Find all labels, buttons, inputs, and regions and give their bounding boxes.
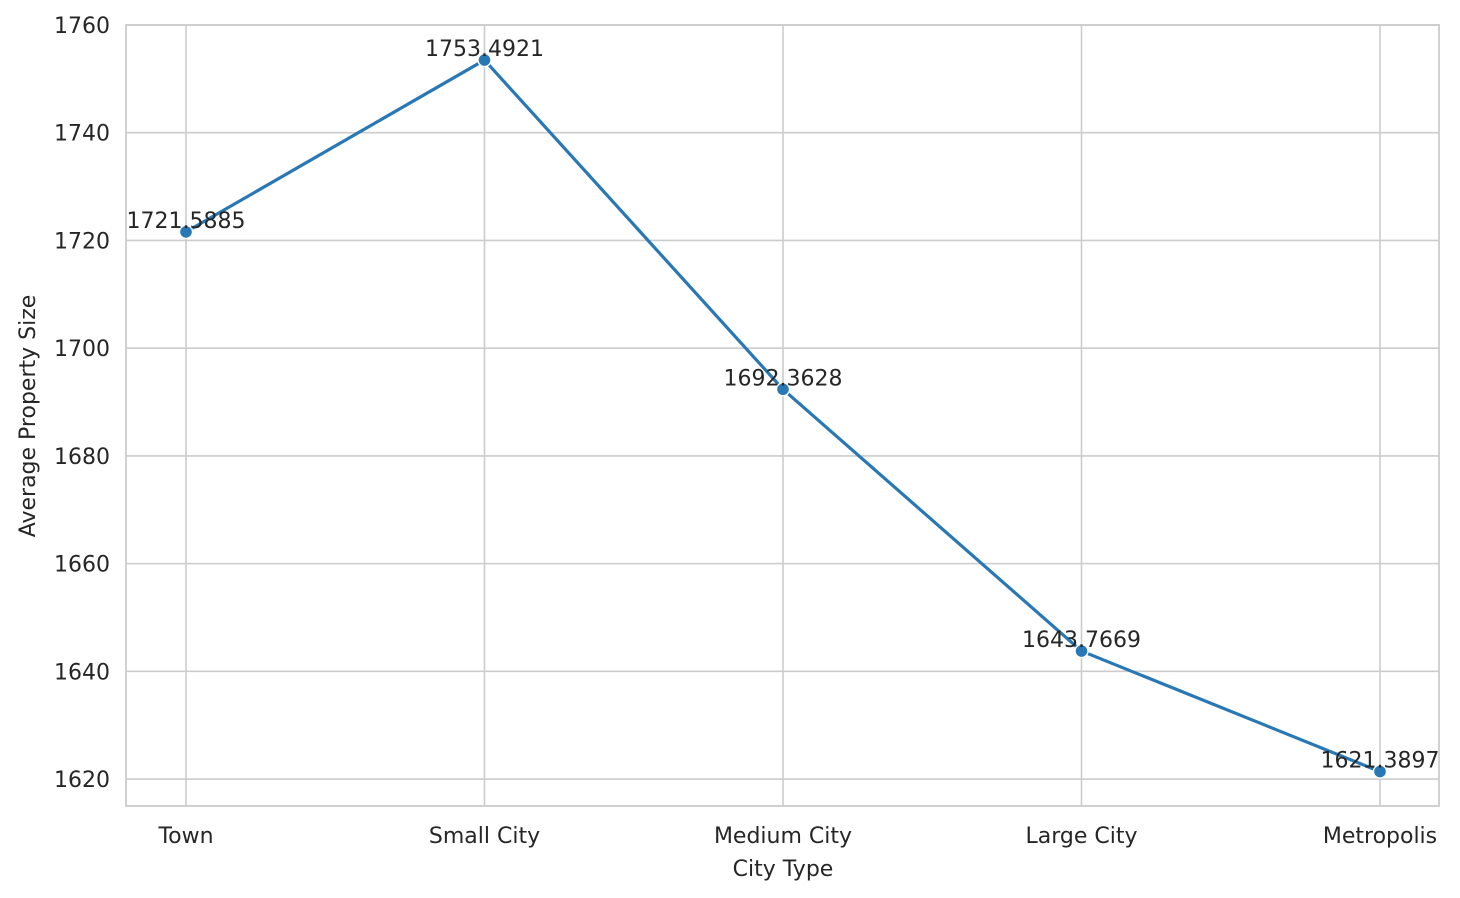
data-label: 1692.3628 xyxy=(724,366,843,391)
grid-layer xyxy=(126,24,1439,806)
y-axis-ticks: 1620 1640 1660 1680 1700 1720 1740 1760 xyxy=(54,14,110,793)
series-layer xyxy=(178,52,1388,779)
x-tick-label: Medium City xyxy=(714,824,852,849)
y-axis-label: Average Property Size xyxy=(16,295,41,538)
data-point xyxy=(775,382,791,397)
x-tick-label: Large City xyxy=(1025,824,1137,849)
data-label: 1721.5885 xyxy=(127,209,246,234)
y-tick-label: 1680 xyxy=(54,445,110,470)
data-label: 1753.4921 xyxy=(425,37,544,62)
data-point xyxy=(178,224,194,240)
data-labels: 1721.5885 1753.4921 1692.3628 1643.7669 1621… xyxy=(127,37,1440,774)
data-point xyxy=(1074,643,1089,659)
x-tick-label: Small City xyxy=(429,824,540,849)
plot-frame xyxy=(125,24,1440,807)
x-tick-label: Metropolis xyxy=(1323,824,1437,849)
x-axis-ticks: Town Small City Medium City Large City Metro… xyxy=(157,824,1437,849)
y-tick-label: 1740 xyxy=(54,122,110,147)
data-point xyxy=(1372,764,1388,779)
data-point xyxy=(477,52,492,68)
x-tick-label: Town xyxy=(157,824,213,849)
y-tick-label: 1760 xyxy=(54,14,110,39)
y-tick-label: 1660 xyxy=(54,553,110,578)
data-label: 1643.7669 xyxy=(1022,628,1141,653)
y-tick-label: 1720 xyxy=(54,229,110,254)
y-tick-label: 1620 xyxy=(54,768,110,793)
x-axis-label: City Type xyxy=(733,857,834,882)
data-label: 1621.3897 xyxy=(1321,749,1440,774)
y-tick-label: 1640 xyxy=(54,660,110,685)
y-tick-label: 1700 xyxy=(54,337,110,362)
